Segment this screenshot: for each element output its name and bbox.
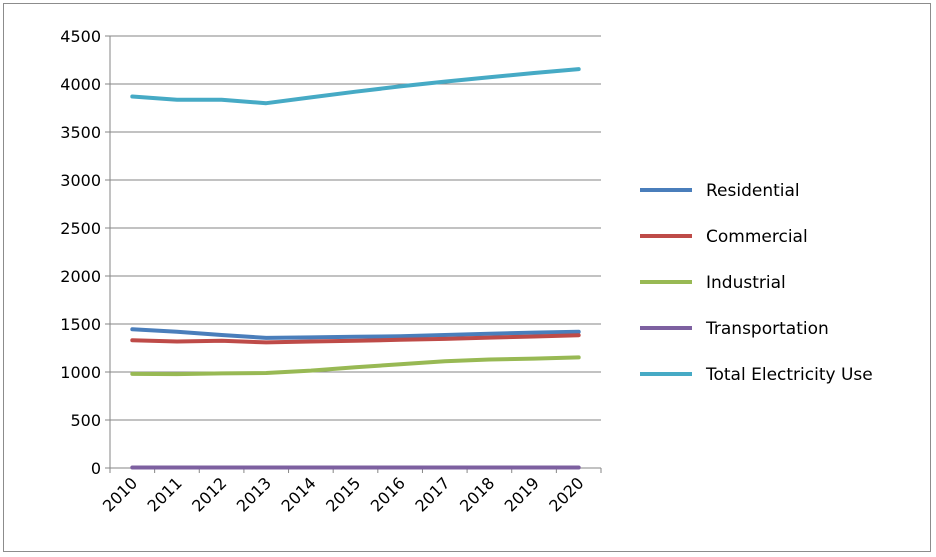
y-tick-label: 0 [91,459,101,478]
x-tick-labels: 2010 2011 2012 2013 2014 2015 2016 2017 2018 2019… [99,473,588,515]
x-tick-label: 2017 [411,473,453,515]
x-tick-label: 2013 [233,473,275,515]
x-tick-label: 2016 [367,473,409,515]
x-tick-label: 2020 [545,473,587,515]
y-tick-labels: 0 500 1000 1500 2000 2500 3000 3500 4000 4500 [60,27,101,478]
x-tick-label: 2012 [188,473,230,515]
chart-frame [3,3,931,552]
x-tick-label: 2010 [99,473,141,515]
series-line-commercial [130,333,581,345]
x-tick-label: 2018 [456,473,498,515]
legend-label: Industrial [706,273,786,293]
x-tick-label: 2014 [277,473,319,515]
y-tick-label: 4000 [60,75,101,94]
x-tick-label: 2011 [144,473,186,515]
legend-label: Transportation [705,319,829,339]
y-tick-label: 1500 [60,315,101,334]
y-tick-label: 3500 [60,123,101,142]
y-tick-label: 2500 [60,219,101,238]
y-tick-label: 3000 [60,171,101,190]
legend-label: Residential [706,181,800,201]
y-tick-label: 2000 [60,267,101,286]
legend: Residential Commercial Industrial Transport… [640,181,873,385]
y-tick-label: 1000 [60,363,101,382]
series-line-industrial [130,355,581,377]
series-line-residential [130,327,581,340]
y-tick-label: 500 [70,411,101,430]
series-lines [130,67,581,470]
series-line-total-electricity-use [130,67,581,106]
x-tick-label: 2019 [501,473,543,515]
y-tick-label: 4500 [60,27,101,46]
legend-label: Commercial [706,227,808,247]
legend-label: Total Electricity Use [705,365,873,385]
x-tick-label: 2015 [322,473,364,515]
